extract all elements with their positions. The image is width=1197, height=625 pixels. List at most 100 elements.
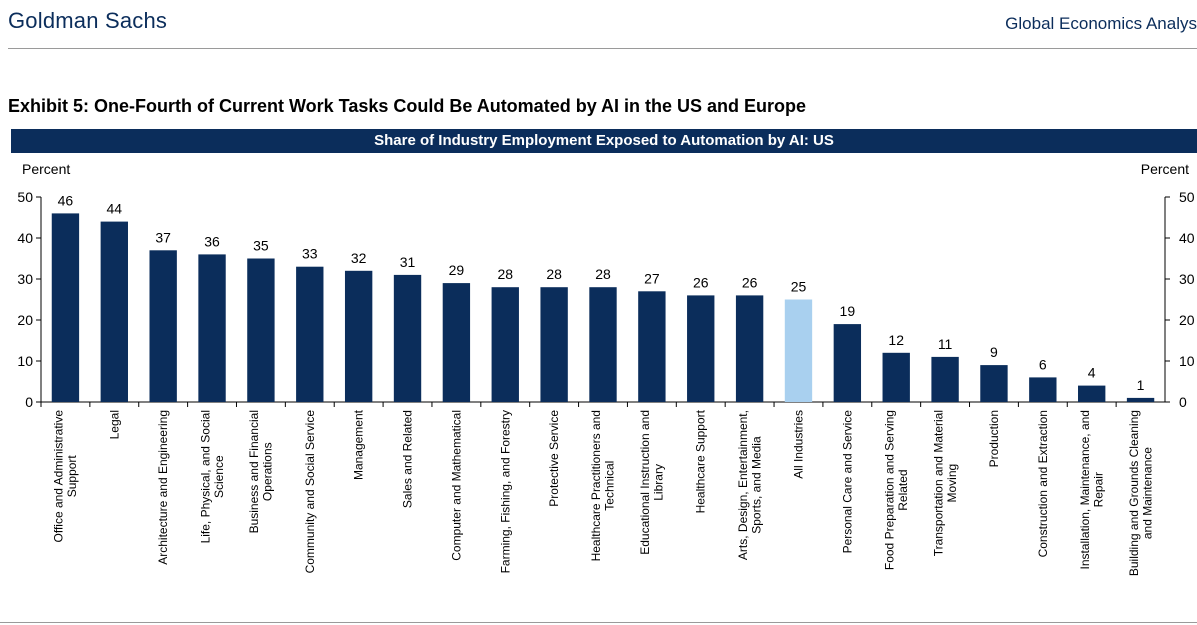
y-axis-unit-right: Percent [1141,161,1189,177]
x-tick-label-line: Operations [261,442,275,501]
data-label: 11 [938,336,953,352]
x-tick-label-line: Moving [945,464,959,503]
x-tick-label-line: Construction and Extraction [1036,410,1050,557]
bar [149,250,177,402]
x-tick-label-line: Business and Financial [247,410,261,533]
bar [51,213,80,402]
bar [393,274,422,402]
data-label: 9 [990,344,998,360]
data-label: 27 [644,270,660,286]
x-tick-label: Building and Grounds Cleaning and Mainten… [1127,410,1155,576]
y-tick-label-right: 10 [1179,353,1195,369]
y-tick-label-right: 20 [1179,312,1195,328]
bar [296,266,324,402]
y-tick-label-left: 30 [17,271,33,287]
x-tick-label-line: Architecture and Engineering [156,410,170,565]
footer-divider [0,622,1197,623]
x-tick-label: Business and Financial Operations [247,410,275,533]
data-label: 4 [1088,365,1096,381]
header-divider [8,48,1197,49]
x-tick-label-line: Support [65,455,79,498]
x-tick-label-line: Science [212,455,226,498]
x-tick-label-line: Computer and Mathematical [449,410,463,561]
x-tick-label-line: Installation, Maintenance, and [1078,410,1092,569]
x-tick-label: Architecture and Engineering [156,410,170,565]
data-label: 28 [595,266,611,282]
x-tick-label: Community and Social Service [303,410,317,574]
x-tick-label-line: Library [652,464,666,501]
x-tick-label-line: Transportation and Material [931,410,945,556]
bar [491,287,519,402]
bar [638,291,666,402]
data-label: 28 [546,266,562,282]
x-tick-label: Transportation and Material Moving [931,410,959,556]
bar [735,295,764,402]
data-label: 28 [497,266,513,282]
bar [882,352,910,402]
brand-logo: Goldman Sachs [8,8,168,33]
x-tick-label: Food Preparation and Serving Related [882,410,910,570]
x-tick-label-line: Repair [1091,472,1105,507]
x-tick-label-line: Farming, Fishing, and Forestry [498,410,512,573]
x-tick-label-line: and Maintenance [1140,447,1154,539]
data-label: 32 [351,250,367,266]
data-label: 26 [742,274,758,290]
x-tick-label: Management [352,409,366,480]
x-tick-label-line: Personal Care and Service [840,410,854,554]
y-tick-label-left: 0 [25,394,33,410]
data-label: 6 [1039,356,1047,372]
x-tick-label-line: Arts, Design, Entertainment, [736,410,750,560]
data-label: 37 [155,229,171,245]
x-tick-label-line: Related [896,469,910,510]
x-tick-label: Installation, Maintenance, and Repair [1078,410,1106,569]
data-label: 31 [400,254,416,270]
bar [540,287,568,402]
x-tick-label-line: Protective Service [547,410,561,507]
y-tick-label-right: 30 [1179,271,1195,287]
bar [1029,377,1057,402]
x-tick-label-line: Sports, and Media [749,436,763,534]
x-tick-label-line: All Industries [791,410,805,479]
x-tick-label: Production [987,410,1001,467]
x-tick-label-line: Food Preparation and Serving [882,410,896,570]
chart-bars [51,213,1155,402]
y-tick-label-right: 40 [1179,230,1195,246]
data-label: 46 [58,192,74,208]
x-tick-label-line: Technical [603,461,617,511]
bar [833,324,862,402]
bar [980,365,1008,402]
x-tick-label-line: Healthcare Support [694,409,708,513]
x-tick-label-line: Life, Physical, and Social [198,410,212,543]
x-tick-label: Legal [107,410,121,439]
bar [1078,385,1106,402]
bar [687,295,715,402]
x-tick-label-line: Management [352,409,366,480]
x-tick-label: Healthcare Support [694,409,708,513]
x-tick-label-line: Healthcare Practitioners and [589,410,603,561]
x-tick-label-line: Sales and Related [401,410,415,508]
bar [931,356,959,402]
bar [784,299,813,402]
y-tick-label-left: 20 [17,312,33,328]
x-tick-label-line: Community and Social Service [303,410,317,574]
data-label: 44 [107,201,123,217]
x-tick-label-line: Building and Grounds Cleaning [1127,410,1141,576]
x-tick-label: Arts, Design, Entertainment, Sports, and … [736,410,764,560]
x-tick-label: Life, Physical, and Social Science [198,410,226,543]
data-label: 33 [302,246,318,262]
x-tick-label: Construction and Extraction [1036,410,1050,557]
bar [100,221,128,402]
x-tick-label: All Industries [791,410,805,479]
bar [1126,397,1155,402]
chart-title: Share of Industry Employment Exposed to … [11,129,1197,153]
x-tick-label: Office and Administrative Support [52,410,80,543]
x-tick-label: Computer and Mathematical [449,410,463,561]
y-axis-unit-left: Percent [22,161,70,177]
y-tick-label-right: 0 [1179,394,1187,410]
bar [344,270,373,402]
x-tick-label: Protective Service [547,410,561,507]
x-tick-label: Farming, Fishing, and Forestry [498,410,512,573]
y-tick-label-left: 40 [17,230,33,246]
